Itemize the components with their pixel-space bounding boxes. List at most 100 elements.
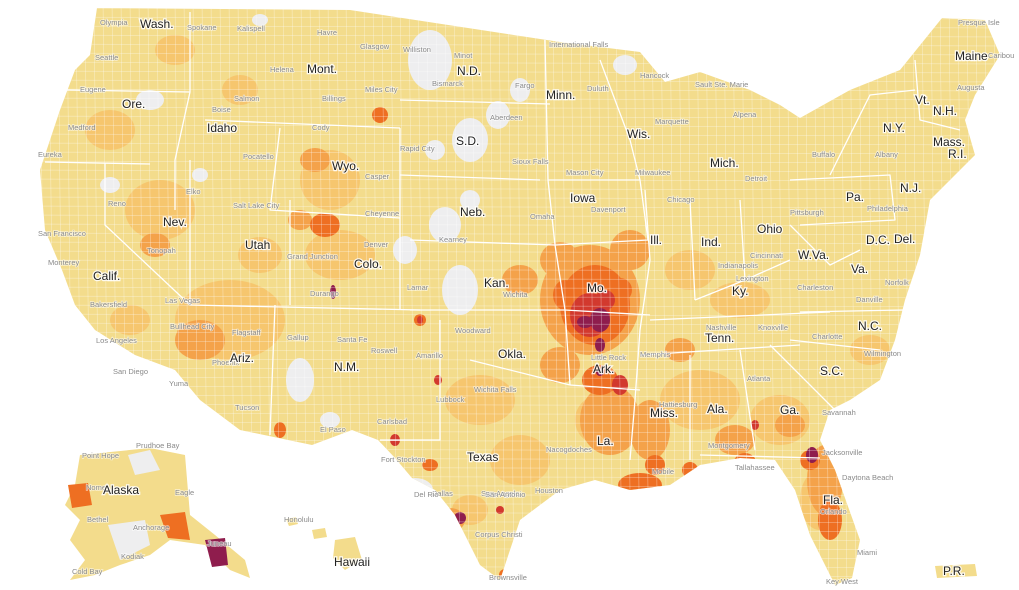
city-label-carlsbad: Carlsbad [377, 417, 407, 426]
state-label-neb: Neb. [460, 205, 485, 219]
county-line [40, 304, 1000, 308]
state-label-n-d: N.D. [457, 64, 481, 78]
city-label-little-rock: Little Rock [591, 353, 626, 362]
state-label-fla: Fla. [823, 493, 843, 507]
county-line [40, 358, 1000, 362]
county-cluster-level-5 [434, 375, 442, 385]
county-cluster-level-4 [818, 500, 842, 540]
county-line [498, 8, 506, 585]
county-line [40, 223, 1000, 227]
county-cluster-no-data [136, 90, 164, 110]
city-label-mason-city: Mason City [566, 168, 604, 177]
city-label-brownsville: Brownsville [489, 573, 527, 582]
county-line [40, 97, 1000, 101]
city-label-norfolk: Norfolk [885, 278, 909, 287]
city-label-milwaukee: Milwaukee [635, 168, 670, 177]
state-labels: Wash. Ore. Calif. Nev. Idaho Mont. Wyo. Utah Ari… [92, 16, 990, 580]
city-label-charlotte: Charlotte [812, 332, 842, 341]
city-label-billings: Billings [322, 94, 346, 103]
city-label-el-paso: El Paso [320, 425, 346, 434]
border-mississippi [629, 189, 651, 461]
state-label-w-va: W.Va. [798, 248, 829, 262]
county-cluster-no-data [425, 140, 445, 160]
city-label-wilmington: Wilmington [864, 349, 901, 358]
state-label-alaska: Alaska [103, 483, 139, 497]
city-label-gallup: Gallup [287, 333, 309, 342]
border-fl [699, 454, 821, 459]
county-line [40, 115, 1000, 119]
alaska [65, 448, 250, 580]
city-label-presque-isle: Presque Isle [958, 18, 1000, 27]
city-label-mobile: Mobile [652, 467, 674, 476]
county-line [507, 8, 515, 585]
city-label-detroit: Detroit [745, 174, 768, 183]
county-line [444, 8, 452, 585]
border-dakotas [399, 99, 551, 105]
city-label-jacksonville: Jacksonville [822, 448, 862, 457]
city-label-houston: Houston [535, 486, 563, 495]
puerto-rico-land [935, 564, 977, 578]
state-label-idaho: Idaho [207, 121, 237, 135]
city-label-anchorage: Anchorage [133, 523, 169, 532]
state-label-mass: Mass. [933, 135, 965, 149]
city-label-hancock: Hancock [640, 71, 669, 80]
county-cluster-level-4 [645, 455, 665, 475]
city-label-nacogdoches: Nacogdoches [546, 445, 592, 454]
county-line [40, 313, 1000, 317]
county-cluster-level-3 [300, 148, 330, 172]
city-label-indianapolis: Indianapolis [718, 261, 758, 270]
puerto-rico [935, 564, 977, 578]
state-label-la: La. [597, 434, 614, 448]
border-mt-south [204, 119, 401, 129]
county-line [40, 160, 1000, 164]
county-line [489, 8, 497, 585]
city-label-tallahassee: Tallahassee [735, 463, 775, 472]
county-line [40, 142, 1000, 146]
border-mn-wi [599, 59, 641, 181]
border-sd-ne [399, 174, 541, 181]
city-label-pittsburgh: Pittsburgh [790, 208, 824, 217]
city-label-davenport: Davenport [591, 205, 627, 214]
city-label-los-angeles: Los Angeles [96, 336, 137, 345]
city-label-lamar: Lamar [407, 283, 429, 292]
border-al-ga [739, 349, 756, 451]
border-in-oh [739, 199, 746, 281]
county-cluster-no-data [286, 358, 314, 402]
state-label-ind: Ind. [701, 235, 721, 249]
city-label-honolulu: Honolulu [284, 515, 314, 524]
border-ohio-river [694, 259, 791, 301]
state-label-ill: Ill. [650, 233, 662, 247]
city-label-elko: Elko [186, 187, 201, 196]
city-label-savannah: Savannah [822, 408, 856, 417]
county-line [40, 259, 1000, 263]
county-line [40, 250, 1000, 254]
county-cluster-level-2 [125, 180, 195, 240]
city-label-lubbock: Lubbock [436, 395, 465, 404]
city-label-albany: Albany [875, 150, 898, 159]
county-line [40, 331, 1000, 335]
city-label-woodward: Woodward [455, 326, 491, 335]
state-label-texas: Texas [467, 450, 498, 464]
border-va-nc [799, 309, 906, 313]
city-label-salmon: Salmon [234, 94, 259, 103]
county-cluster-level-5 [496, 506, 504, 514]
county-cluster-level-2 [445, 375, 515, 425]
county-line [40, 151, 1000, 155]
city-label-corpus-christi: Corpus Christi [475, 530, 523, 539]
city-label-tonopah: Tonopah [147, 246, 176, 255]
city-label-wichita: Wichita [503, 290, 528, 299]
border-nc-sc [789, 339, 881, 351]
state-label-s-d: S.D. [456, 134, 479, 148]
alaska-nodata-2 [128, 450, 160, 475]
county-line [435, 8, 443, 585]
state-label-n-j: N.J. [900, 181, 921, 195]
city-label-knoxville: Knoxville [758, 323, 788, 332]
county-cluster-level-6 [330, 285, 336, 299]
county-cluster-level-2 [490, 435, 550, 485]
border-az-nm [269, 304, 276, 436]
city-label-juneau: Juneau [207, 539, 232, 548]
county-line [534, 8, 542, 585]
city-label-sault-ste-marie: Sault Ste. Marie [695, 80, 748, 89]
county-line [40, 124, 1000, 128]
